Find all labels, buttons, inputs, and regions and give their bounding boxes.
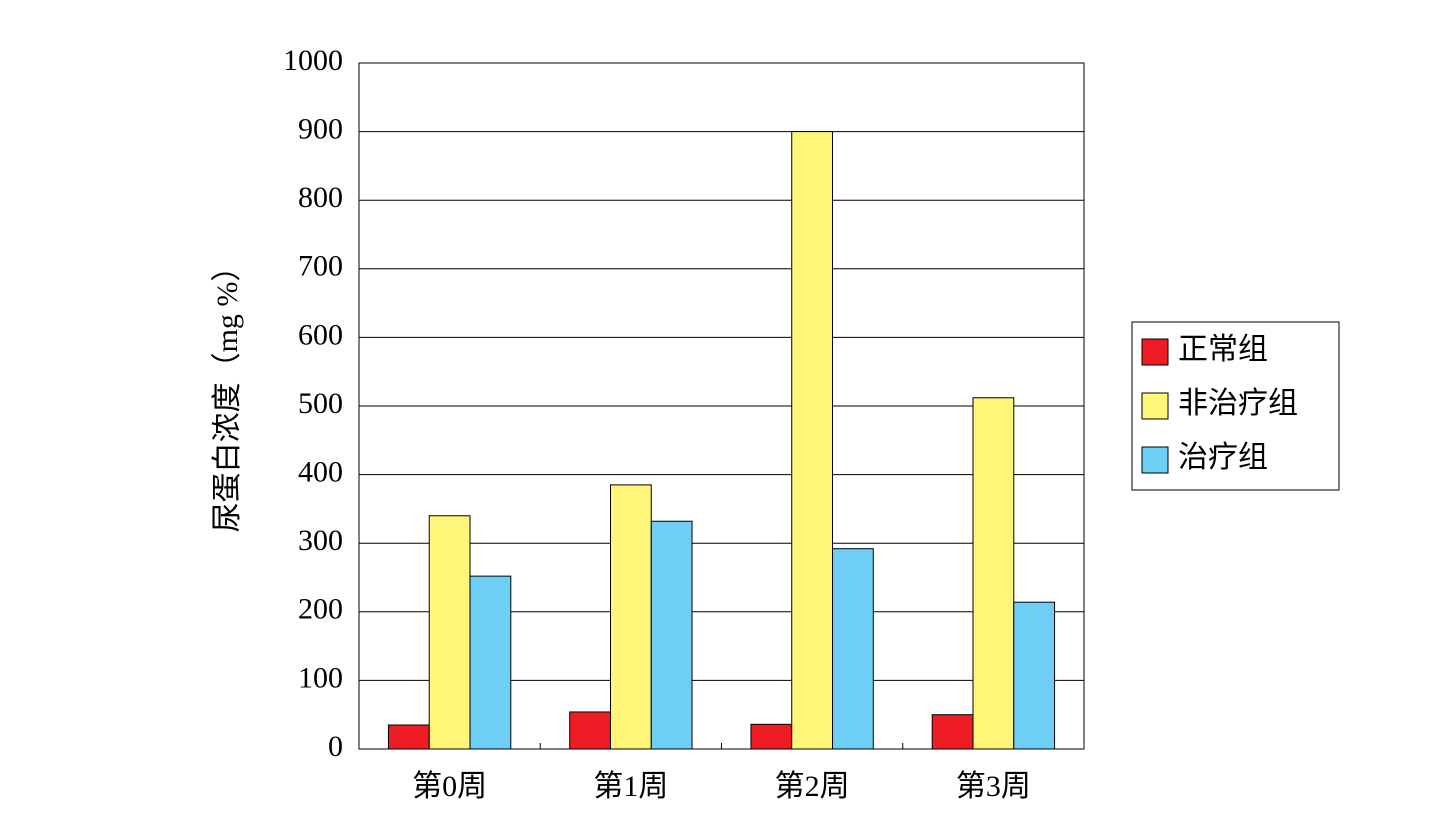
bar [428, 515, 471, 750]
bar [972, 397, 1015, 750]
bar [750, 723, 793, 750]
legend-label: 正常组 [1178, 333, 1268, 366]
y-tick-label: 500 [298, 387, 343, 420]
bar [931, 714, 974, 750]
y-tick-label: 200 [298, 593, 343, 626]
y-tick-label: 300 [298, 524, 343, 557]
legend-label: 非治疗组 [1178, 387, 1298, 420]
bar [387, 724, 430, 750]
bar [469, 575, 512, 750]
legend-swatch [1141, 338, 1169, 366]
y-axis-label: 尿蛋白浓度（mg %） [211, 252, 244, 533]
x-tick-label: 第3周 [956, 770, 1031, 803]
bar [1013, 601, 1056, 750]
y-tick-label: 0 [328, 730, 343, 763]
legend-label: 治疗组 [1178, 441, 1268, 474]
x-tick-label: 第0周 [412, 770, 487, 803]
bar [832, 548, 874, 750]
y-tick-label: 900 [298, 112, 343, 145]
legend-swatch [1141, 392, 1169, 420]
bar [569, 711, 611, 750]
bar [609, 484, 652, 750]
y-tick-label: 800 [298, 181, 343, 214]
bar [650, 520, 693, 750]
x-tick-label: 第1周 [593, 770, 668, 803]
y-tick-label: 100 [298, 661, 343, 694]
y-tick-label: 600 [298, 318, 343, 351]
y-tick-label: 700 [298, 250, 343, 283]
x-tick-label: 第2周 [775, 770, 850, 803]
legend-swatch [1141, 446, 1169, 474]
y-tick-label: 1000 [283, 44, 343, 77]
bar [791, 131, 834, 750]
y-tick-label: 400 [298, 455, 343, 488]
